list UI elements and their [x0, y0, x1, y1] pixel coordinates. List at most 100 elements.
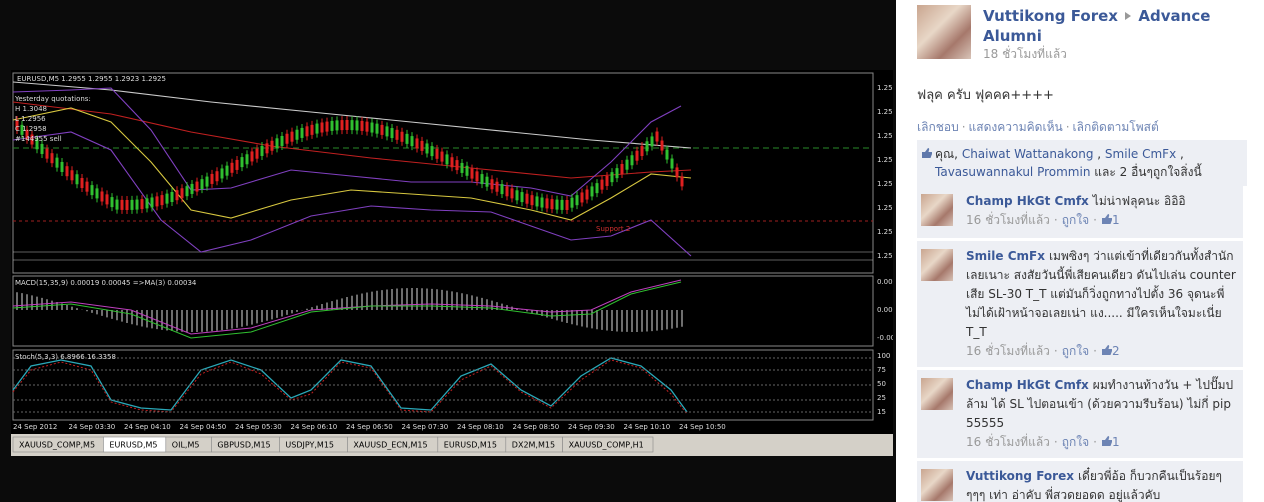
candle-body [390, 128, 394, 139]
candle-body [195, 181, 199, 192]
like-count[interactable]: 1 [1112, 213, 1120, 227]
candle-body [245, 154, 249, 165]
candle-body [580, 192, 584, 203]
author-avatar[interactable] [917, 5, 971, 59]
price-label: 1.25 [877, 252, 893, 260]
comment-meta: 16 ชั่วโมงที่แล้ว · ถูกใจ · 1 [966, 433, 1237, 452]
candle-body [545, 198, 549, 209]
separator: · [961, 120, 966, 134]
price-label: 1.25 [877, 84, 893, 92]
liker-name[interactable]: Chaiwat Wattanakong [961, 147, 1094, 161]
tab-label: OIL,M5 [172, 441, 200, 450]
time-label: 24 Sep 06:10 [291, 423, 338, 431]
commenter-name[interactable]: Smile CmFx [966, 249, 1045, 263]
macd-axis-label: 0.000 [877, 306, 893, 314]
candle-body [200, 179, 204, 190]
commenter-avatar[interactable] [921, 249, 953, 281]
candle-body [140, 199, 144, 210]
stoch-label: Stoch(5,3,3) 6.8966 16.3358 [15, 353, 116, 361]
candle-body [225, 165, 229, 176]
candle-body [405, 133, 409, 144]
candle-body [210, 173, 214, 184]
candle-body [355, 120, 359, 131]
candle-body [550, 199, 554, 210]
likes-text: และ 2 อื่นๆถูกใจสิ่งนี้ [1094, 165, 1202, 179]
separator: · [1053, 344, 1058, 358]
macd-axis-label: 0.000 [877, 278, 893, 286]
time-label: 24 Sep 03:30 [69, 423, 116, 431]
post-time: 18 ชั่วโมงที่แล้ว [983, 47, 1067, 61]
separator: · [1093, 435, 1097, 449]
likes-text: คุณ, [935, 147, 958, 161]
candle-body [240, 157, 244, 168]
liker-name[interactable]: Tavasuwannakul Prommin [935, 165, 1091, 179]
stoch-axis-label: 50 [877, 380, 886, 388]
candle-body [665, 149, 669, 160]
stoch-axis-label: 100 [877, 352, 890, 360]
candle-body [565, 199, 569, 210]
candle-body [165, 193, 169, 204]
tab[interactable] [562, 436, 654, 453]
candle-body [570, 197, 574, 208]
candle-body [335, 120, 339, 131]
commenter-name[interactable]: Champ HkGt Cmfx [966, 378, 1089, 392]
separator: · [1065, 120, 1070, 134]
comment: Smile CmFx เมพซิงๆ ว่าแต่เข้าที่เดียวกันท… [917, 241, 1243, 367]
group-name[interactable]: Advance Alumni [983, 7, 1211, 45]
likes-box: คุณ, Chaiwat Wattanakong , Smile CmFx , … [917, 140, 1247, 186]
tab-label: XAUUSD_ECN,M15 [353, 441, 427, 450]
time-label: 24 Sep 06:50 [346, 423, 393, 431]
candle-body [475, 171, 479, 182]
candle-body [585, 189, 589, 200]
macd-label: MACD(15,35,9) 0.00019 0.00045 =>MA(3) 0.… [15, 279, 197, 287]
candle-body [560, 199, 564, 210]
candle-body [515, 190, 519, 201]
candle-body [480, 174, 484, 185]
candle-body [385, 126, 389, 137]
time-label: 24 Sep 09:30 [568, 423, 615, 431]
action-link[interactable]: เลิกติดตามโพสต์ [1072, 120, 1159, 134]
candle-body [130, 199, 134, 210]
candle-body [660, 140, 664, 151]
candle-body [415, 138, 419, 149]
quotation: H 1.3048 [15, 105, 47, 113]
candle-body [395, 129, 399, 140]
commenter-avatar[interactable] [921, 194, 953, 226]
comment: Vuttikong Forex เดี๋ยวพี่อ้อ ก็บวกคืนเป็น… [917, 461, 1243, 502]
candle-body [280, 135, 284, 146]
comment-text: เมพซิงๆ ว่าแต่เข้าที่เดียวกันทั้งสำนักเล… [966, 249, 1236, 339]
likes-text: , [1180, 147, 1184, 161]
action-link[interactable]: แสดงความคิดเห็น [968, 120, 1063, 134]
like-icon [1102, 345, 1112, 355]
commenter-name[interactable]: Champ HkGt Cmfx [966, 194, 1089, 208]
candle-body [440, 151, 444, 162]
commenter-name[interactable]: Vuttikong Forex [966, 469, 1074, 483]
candle-body [20, 124, 24, 135]
quotation: Yesterday quotations: [14, 95, 91, 103]
author-name[interactable]: Vuttikong Forex [983, 7, 1118, 25]
comment-time: 16 ชั่วโมงที่แล้ว [966, 344, 1050, 358]
action-link[interactable]: เลิกชอบ [917, 120, 959, 134]
like-link[interactable]: ถูกใจ [1061, 435, 1090, 449]
candle-body [170, 192, 174, 203]
like-link[interactable]: ถูกใจ [1061, 344, 1090, 358]
commenter-avatar[interactable] [921, 378, 953, 410]
candle-body [490, 179, 494, 190]
candle-body [275, 138, 279, 149]
like-link[interactable]: ถูกใจ [1061, 213, 1090, 227]
candle-body [155, 196, 159, 207]
chart-screenshot: EURUSD,M5 1.2955 1.2955 1.2923 1.2925 Yes… [11, 70, 893, 456]
candle-body [605, 175, 609, 186]
commenter-avatar[interactable] [921, 469, 953, 501]
like-count[interactable]: 1 [1112, 435, 1120, 449]
candle-body [60, 161, 64, 172]
candle-body [260, 145, 264, 156]
tab-label: XAUUSD_COMP,H1 [569, 441, 644, 450]
candle-body [635, 150, 639, 161]
candle-body [645, 141, 649, 152]
like-count[interactable]: 2 [1112, 344, 1120, 358]
liker-name[interactable]: Smile CmFx [1104, 147, 1177, 161]
candle-body [510, 188, 514, 199]
candle-body [40, 143, 44, 154]
separator: · [1053, 213, 1058, 227]
